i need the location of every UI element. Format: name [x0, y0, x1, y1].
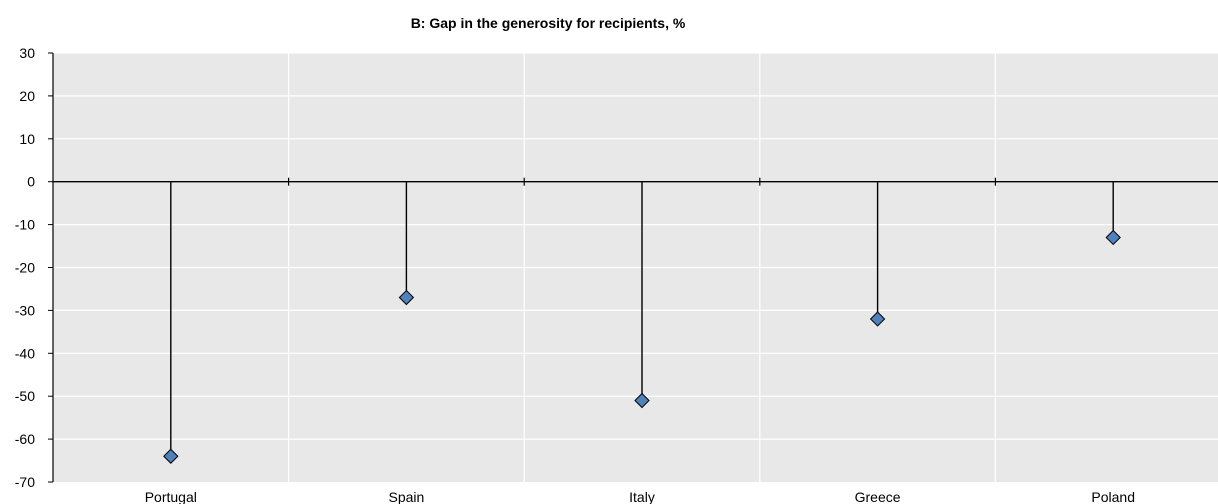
- marker-portugal: [163, 448, 179, 464]
- category-label: Spain: [388, 489, 424, 504]
- y-tick-label: -50: [15, 388, 35, 404]
- marker-poland: [1105, 229, 1121, 246]
- category-label: Poland: [1091, 489, 1135, 504]
- category-label: Portugal: [145, 489, 197, 504]
- y-tick-label: 20: [19, 88, 35, 104]
- stems: [170, 181, 1114, 457]
- y-tick-label: -40: [15, 345, 35, 361]
- y-tick-label: -60: [15, 431, 35, 447]
- y-tick-label: -10: [15, 217, 35, 233]
- marker-greece: [869, 311, 886, 327]
- gridlines: [53, 52, 1218, 482]
- y-tick-label: -70: [15, 474, 35, 490]
- y-tick-label: 0: [27, 174, 35, 190]
- labels: 30 20 10 0 -10 -20 -30 -40 -50 -60 -70 Portugal Spai…: [15, 45, 1135, 504]
- marker-italy: [634, 392, 650, 409]
- chart-title: B: Gap in the generosity for recipients,…: [411, 15, 686, 31]
- y-tick-label: -30: [15, 302, 35, 318]
- y-tick-label: -20: [15, 260, 35, 276]
- marker-spain: [398, 289, 415, 306]
- category-label: Italy: [629, 489, 655, 504]
- markers: [163, 229, 1121, 464]
- category-label: Greece: [855, 489, 901, 504]
- y-tick-label: 10: [19, 131, 35, 147]
- y-tick-label: 30: [19, 45, 35, 61]
